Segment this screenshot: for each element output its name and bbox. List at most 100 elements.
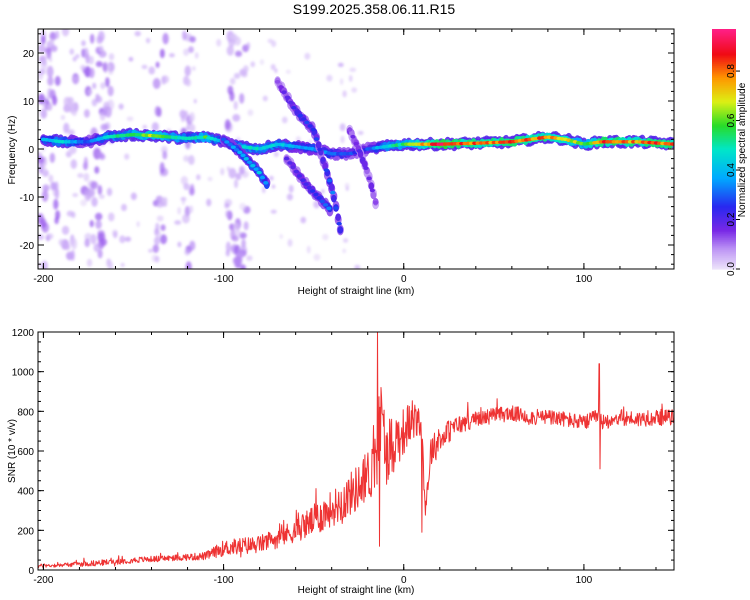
spectrogram-speckle [72, 75, 80, 85]
colorbar-swatch [712, 257, 736, 260]
colorbar-swatch [712, 215, 736, 218]
spectrogram-speckle [97, 30, 105, 42]
spectrogram-speckle [182, 214, 190, 224]
spectrogram-speckle [233, 72, 241, 79]
spectrogram-speckle [285, 69, 291, 74]
spectrogram-speckle [357, 130, 364, 135]
spectrogram-speckle [161, 75, 166, 85]
spectrogram-speckle [354, 264, 361, 269]
spectrogram-speckle [66, 210, 74, 217]
spectrogram-speckle [182, 30, 187, 41]
colorbar-swatch [712, 55, 736, 58]
spectrogram-speckle [185, 261, 192, 269]
spectrogram-speckle [189, 112, 195, 123]
spectrogram-speckle [340, 135, 345, 144]
spectrogram-ridge-core [263, 180, 269, 185]
colorbar-swatch [712, 41, 736, 44]
spectrogram-speckle [38, 44, 46, 53]
spectrogram-speckle [226, 166, 230, 172]
spectrogram-ridge [220, 134, 271, 190]
spectrogram-ridge-core [304, 120, 310, 125]
spectrogram-speckle [233, 222, 240, 231]
spectrogram-speckle [239, 93, 245, 104]
spectrogram-speckle [107, 212, 115, 222]
colorbar-swatch [712, 123, 736, 126]
colorbar-swatch [712, 261, 736, 264]
spectrogram-speckle [49, 56, 53, 63]
spectrogram-ridge-core [240, 153, 246, 158]
colorbar-swatch [712, 111, 736, 114]
colorbar-swatch [712, 203, 736, 206]
colorbar-swatch [712, 189, 736, 192]
spectrogram-ridge-core [290, 165, 296, 170]
spectrogram-ylabel: Frequency (Hz) [7, 116, 18, 185]
spectrogram-speckle [98, 194, 105, 200]
spectrogram-speckle [274, 68, 278, 74]
colorbar-swatch [712, 231, 736, 234]
colorbar-swatch [712, 265, 736, 268]
colorbar-swatch [712, 77, 736, 80]
spectrogram-speckle [193, 98, 197, 104]
spectrogram-ridge-core [243, 156, 249, 161]
colorbar-swatch [712, 89, 736, 92]
spectrogram-ridge-core [287, 100, 294, 105]
spectrogram-ytick-label: -10 [20, 193, 35, 204]
spectrogram-speckle [185, 78, 192, 87]
spectrogram-xlabel: Height of straight line (km) [298, 286, 415, 297]
spectrogram-ridge-core [284, 95, 290, 100]
spectrogram-ridge-core [363, 166, 369, 170]
spectrogram-ridge-core [366, 176, 372, 181]
spectrogram-speckle [189, 240, 196, 251]
snr-ytick-label: 0 [28, 566, 34, 577]
snr-ytick-label: 800 [17, 407, 34, 418]
spectrogram-xtick-label: -200 [33, 274, 53, 285]
spectrogram-speckle [85, 53, 90, 64]
spectrogram-speckle [196, 174, 201, 181]
spectrogram-speckle [342, 238, 349, 243]
snr-series-line [38, 332, 674, 568]
snr-xtick-label: 0 [401, 575, 407, 586]
spectrogram-xtick-label: -100 [214, 274, 234, 285]
colorbar-swatch [712, 35, 736, 38]
colorbar-swatch [712, 79, 736, 82]
snr-xlabel: Height of straight line (km) [298, 585, 415, 596]
spectrogram-speckle [107, 61, 115, 73]
spectrogram-ridge-core [360, 157, 366, 162]
spectrogram-speckle [160, 224, 166, 232]
spectrogram-speckle [38, 163, 44, 175]
spectrogram-speckle [126, 116, 134, 122]
spectrogram-speckle [234, 50, 243, 57]
colorbar-swatch [712, 219, 736, 222]
spectrogram-speckle [271, 40, 277, 48]
colorbar-swatch [712, 95, 736, 98]
spectrogram-speckle [168, 53, 175, 58]
spectrogram-ridge-core [230, 145, 236, 149]
colorbar-swatch [712, 229, 736, 232]
colorbar-swatch [712, 113, 736, 116]
spectrogram-speckle [342, 90, 347, 98]
colorbar-swatch [712, 233, 736, 236]
spectrogram-speckle [279, 234, 283, 240]
spectrogram-ridge-core [333, 206, 339, 210]
spectrogram-xtick-label: 100 [576, 274, 593, 285]
spectrogram-ridge-core [294, 110, 300, 114]
colorbar-swatch [712, 125, 736, 128]
spectrogram-speckle [233, 100, 238, 110]
colorbar-swatch [712, 37, 736, 40]
spectrogram-ridge-core [369, 188, 375, 193]
colorbar-swatch [712, 121, 736, 124]
colorbar-swatch [712, 241, 736, 244]
spectrogram-speckle [224, 119, 231, 130]
spectrogram-speckle [153, 236, 161, 246]
spectrogram-speckle [225, 241, 231, 253]
spectrogram-speckle [232, 235, 239, 242]
spectrogram-ridge-core [326, 206, 332, 211]
spectrogram-ridge-core [256, 170, 262, 175]
spectrogram-ridge-core [307, 124, 313, 128]
spectrogram-speckle [351, 87, 358, 93]
spectrogram-speckle [84, 238, 90, 248]
spectrogram-ridge-core [356, 149, 363, 153]
spectrogram-speckle [54, 216, 59, 225]
